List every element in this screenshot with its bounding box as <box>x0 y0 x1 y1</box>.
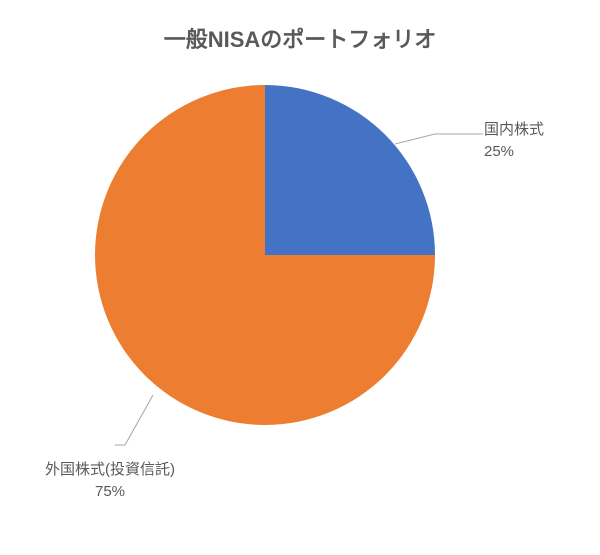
slice-name: 国内株式 <box>484 118 544 139</box>
slice-percent: 75% <box>45 483 175 500</box>
chart-title: 一般NISAのポートフォリオ <box>0 0 600 54</box>
pie-chart <box>95 85 435 425</box>
leader-line-domestic <box>395 130 485 150</box>
leader-line-foreign <box>115 395 155 450</box>
slice-label-domestic: 国内株式 25% <box>484 118 544 160</box>
slice-percent: 25% <box>484 143 544 160</box>
slice-label-foreign: 外国株式(投資信託) 75% <box>45 458 175 500</box>
slice-name: 外国株式(投資信託) <box>45 458 175 479</box>
